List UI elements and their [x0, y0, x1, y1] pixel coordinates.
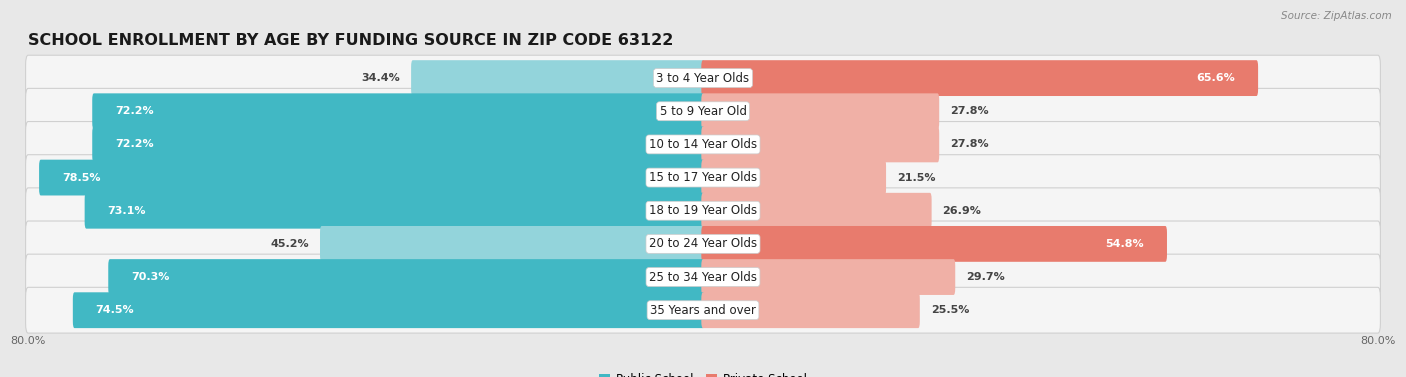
- FancyBboxPatch shape: [702, 193, 932, 228]
- Text: 5 to 9 Year Old: 5 to 9 Year Old: [659, 105, 747, 118]
- FancyBboxPatch shape: [25, 287, 1381, 333]
- Text: 25.5%: 25.5%: [931, 305, 969, 315]
- FancyBboxPatch shape: [702, 160, 886, 196]
- FancyBboxPatch shape: [25, 188, 1381, 234]
- FancyBboxPatch shape: [25, 254, 1381, 300]
- FancyBboxPatch shape: [702, 93, 939, 129]
- FancyBboxPatch shape: [702, 226, 1167, 262]
- FancyBboxPatch shape: [25, 88, 1381, 134]
- Text: 27.8%: 27.8%: [950, 106, 988, 116]
- Text: 3 to 4 Year Olds: 3 to 4 Year Olds: [657, 72, 749, 84]
- Text: 72.2%: 72.2%: [115, 106, 153, 116]
- Text: 54.8%: 54.8%: [1105, 239, 1144, 249]
- FancyBboxPatch shape: [702, 292, 920, 328]
- FancyBboxPatch shape: [93, 93, 704, 129]
- FancyBboxPatch shape: [84, 193, 704, 228]
- Text: 35 Years and over: 35 Years and over: [650, 304, 756, 317]
- FancyBboxPatch shape: [702, 259, 955, 295]
- FancyBboxPatch shape: [25, 55, 1381, 101]
- Text: Source: ZipAtlas.com: Source: ZipAtlas.com: [1281, 11, 1392, 21]
- FancyBboxPatch shape: [108, 259, 704, 295]
- Text: 70.3%: 70.3%: [131, 272, 169, 282]
- FancyBboxPatch shape: [25, 221, 1381, 267]
- FancyBboxPatch shape: [93, 127, 704, 162]
- Text: 27.8%: 27.8%: [950, 139, 988, 149]
- Text: 25 to 34 Year Olds: 25 to 34 Year Olds: [650, 271, 756, 284]
- FancyBboxPatch shape: [25, 155, 1381, 201]
- FancyBboxPatch shape: [702, 60, 1258, 96]
- Text: 73.1%: 73.1%: [107, 206, 146, 216]
- Text: 29.7%: 29.7%: [966, 272, 1005, 282]
- Text: SCHOOL ENROLLMENT BY AGE BY FUNDING SOURCE IN ZIP CODE 63122: SCHOOL ENROLLMENT BY AGE BY FUNDING SOUR…: [28, 34, 673, 48]
- FancyBboxPatch shape: [411, 60, 704, 96]
- Text: 65.6%: 65.6%: [1197, 73, 1236, 83]
- FancyBboxPatch shape: [39, 160, 704, 196]
- Text: 18 to 19 Year Olds: 18 to 19 Year Olds: [650, 204, 756, 217]
- FancyBboxPatch shape: [321, 226, 704, 262]
- Text: 72.2%: 72.2%: [115, 139, 153, 149]
- Text: 21.5%: 21.5%: [897, 173, 935, 182]
- Text: 78.5%: 78.5%: [62, 173, 100, 182]
- FancyBboxPatch shape: [702, 127, 939, 162]
- Legend: Public School, Private School: Public School, Private School: [599, 373, 807, 377]
- Text: 34.4%: 34.4%: [361, 73, 401, 83]
- FancyBboxPatch shape: [73, 292, 704, 328]
- Text: 15 to 17 Year Olds: 15 to 17 Year Olds: [650, 171, 756, 184]
- Text: 26.9%: 26.9%: [942, 206, 981, 216]
- Text: 10 to 14 Year Olds: 10 to 14 Year Olds: [650, 138, 756, 151]
- FancyBboxPatch shape: [25, 121, 1381, 167]
- Text: 45.2%: 45.2%: [270, 239, 309, 249]
- Text: 20 to 24 Year Olds: 20 to 24 Year Olds: [650, 238, 756, 250]
- Text: 74.5%: 74.5%: [96, 305, 134, 315]
